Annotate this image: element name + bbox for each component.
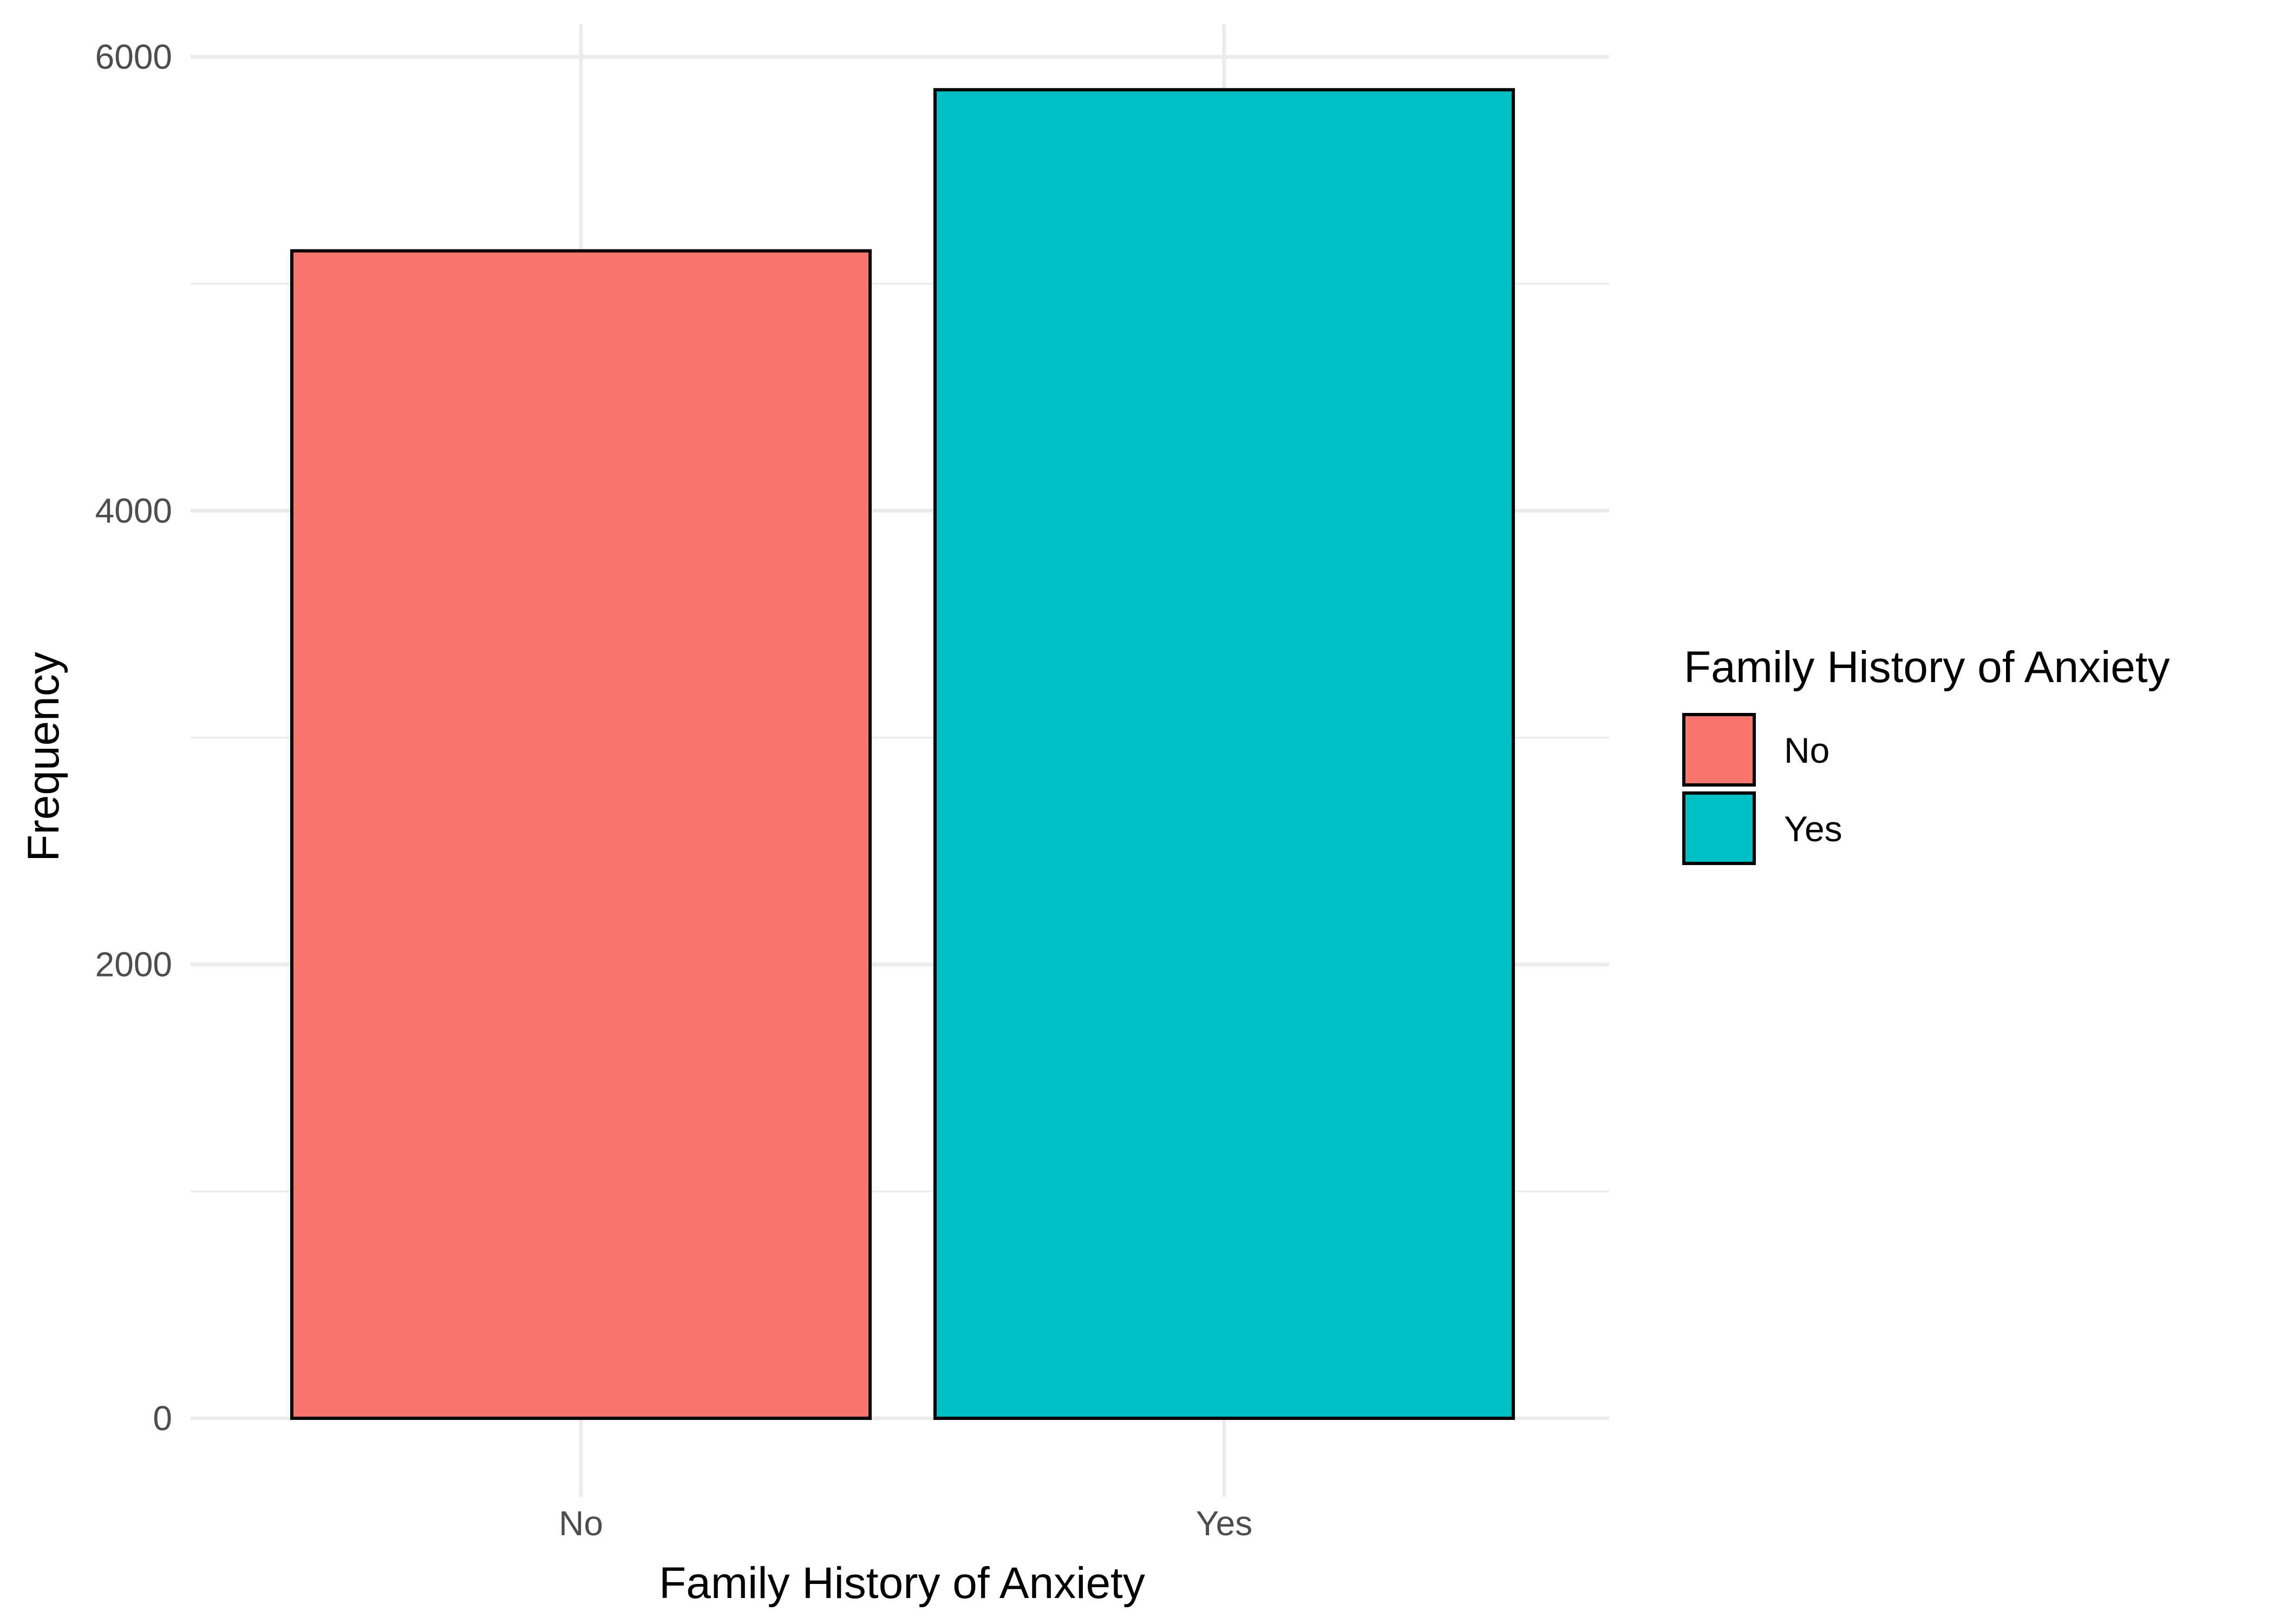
legend-title: Family History of Anxiety (1684, 643, 2170, 692)
legend-label: Yes (1784, 809, 1842, 849)
y-tick-label: 2000 (95, 945, 172, 984)
bars (290, 88, 1515, 1420)
bar-no (290, 249, 872, 1420)
legend-entries: No Yes (1682, 713, 1842, 865)
y-axis-tick-labels: 0 2000 4000 6000 (95, 37, 172, 1438)
legend-key-yes (1682, 791, 1756, 865)
legend-key-no (1682, 713, 1756, 787)
y-tick-label: 0 (153, 1399, 172, 1438)
y-axis-title: Frequency (19, 652, 68, 861)
y-tick-label: 4000 (95, 491, 172, 530)
x-tick-label: No (559, 1504, 603, 1543)
x-tick-label: Yes (1196, 1504, 1252, 1543)
x-axis-tick-labels: No Yes (559, 1504, 1252, 1543)
legend: Family History of Anxiety No Yes (1682, 643, 2170, 865)
y-tick-label: 6000 (95, 37, 172, 76)
x-axis-title: Family History of Anxiety (659, 1558, 1145, 1608)
bar-yes (933, 88, 1515, 1420)
legend-label: No (1784, 730, 1829, 770)
